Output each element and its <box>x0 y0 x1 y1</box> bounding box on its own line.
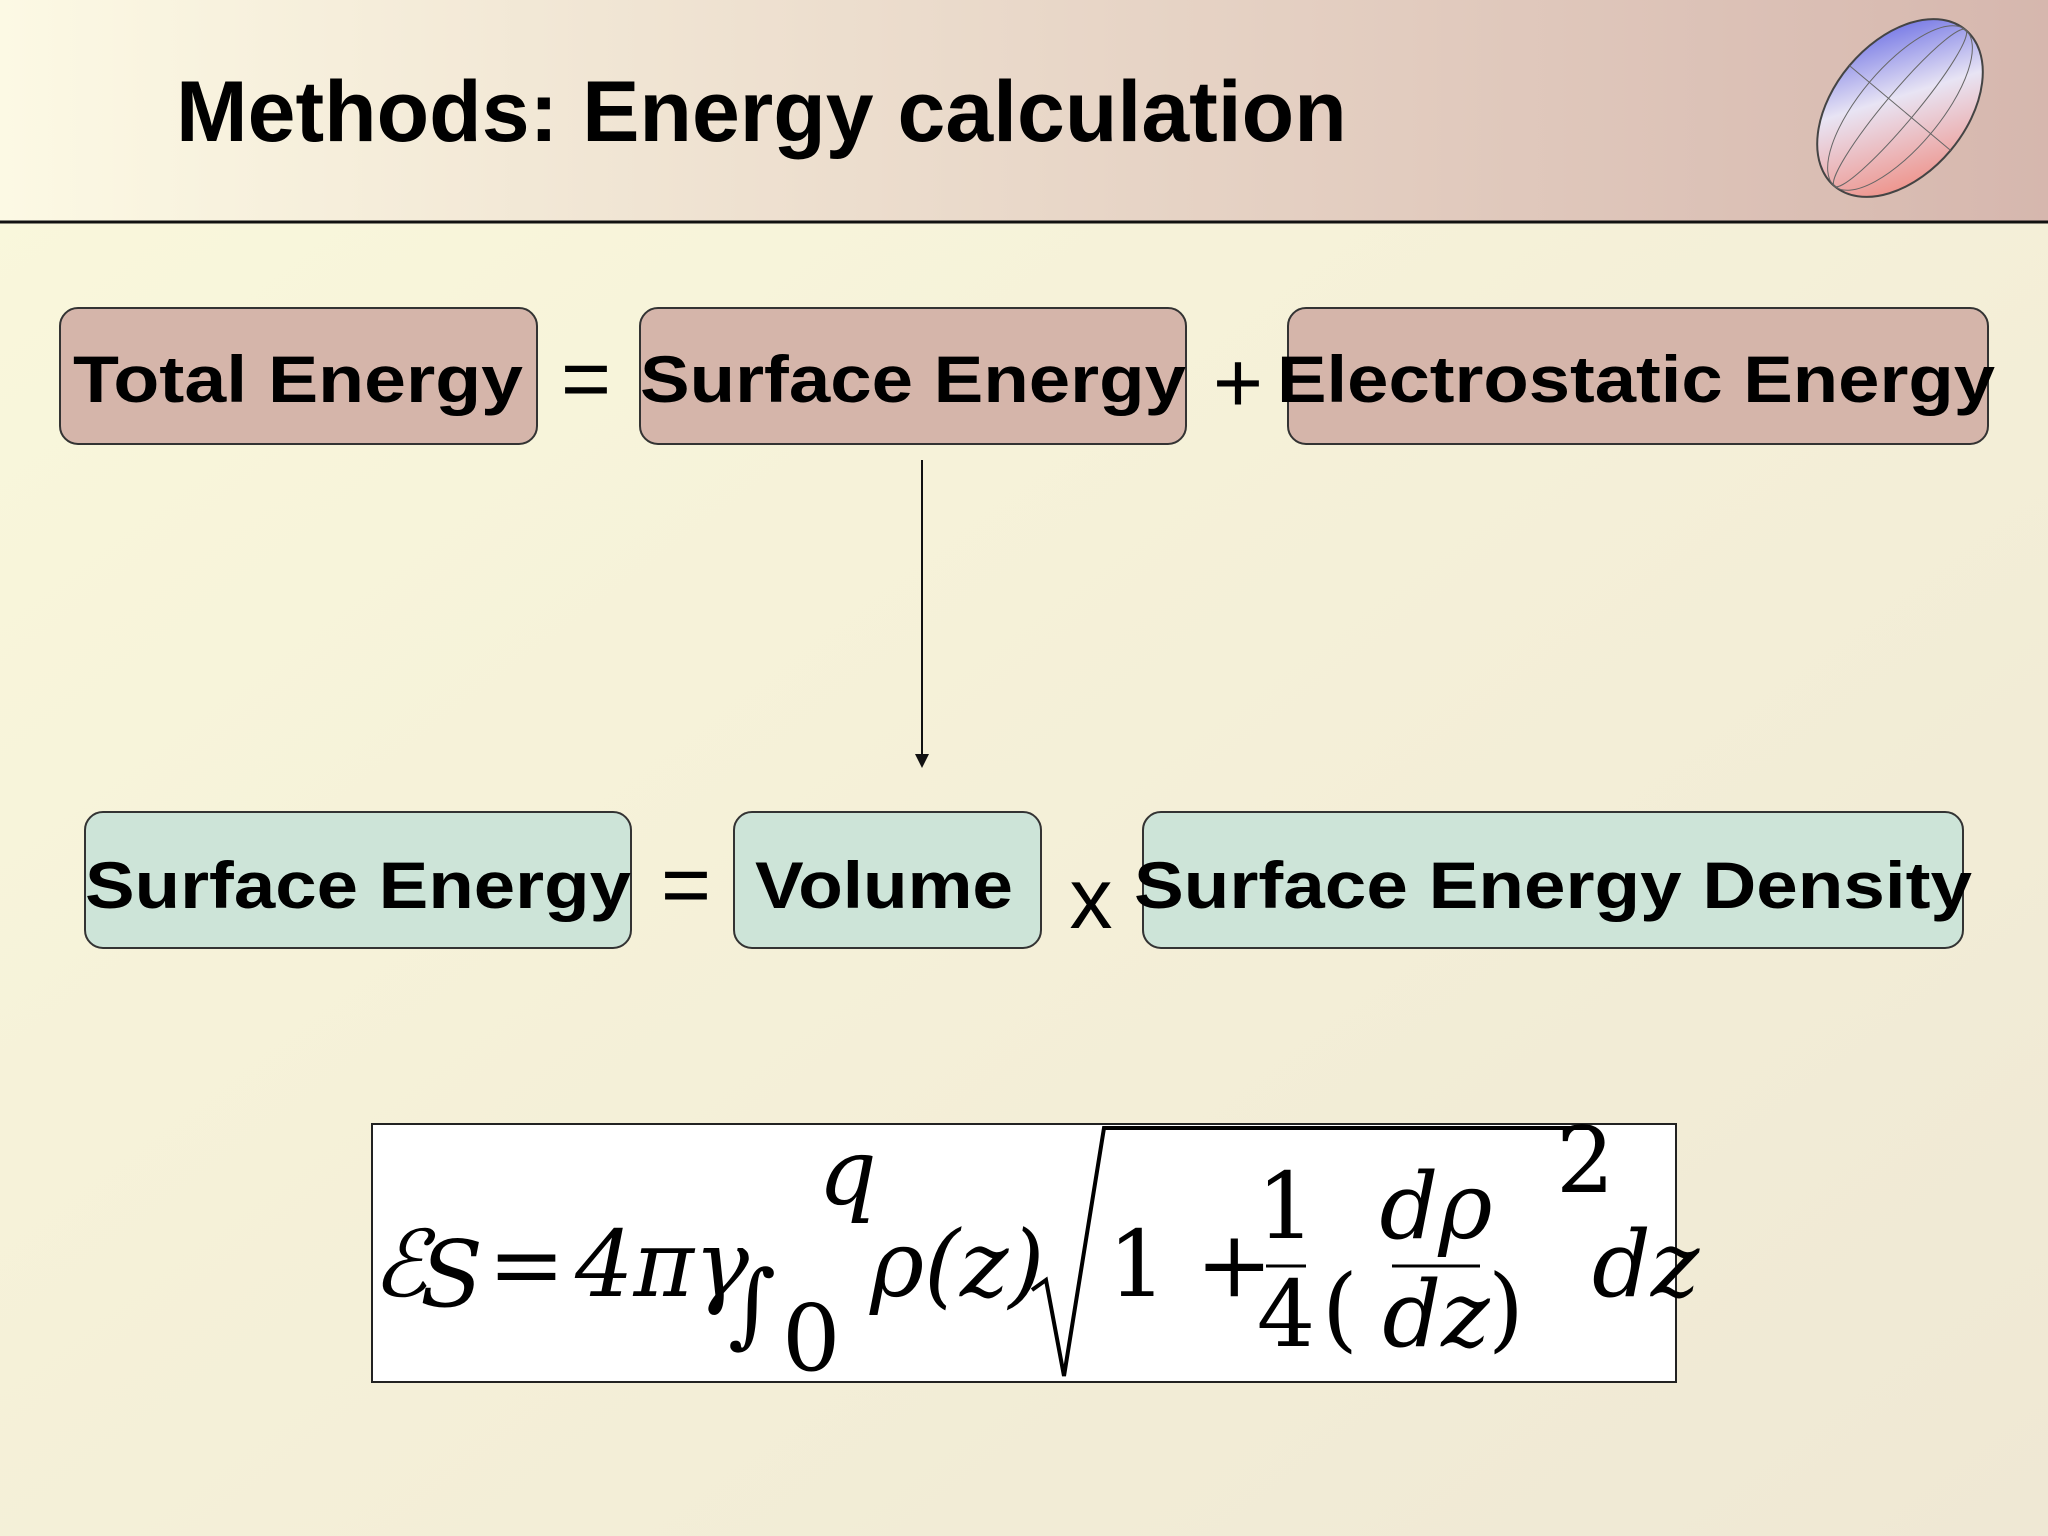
formula-box <box>371 1123 1677 1383</box>
spheroid-icon <box>1816 18 1984 198</box>
term-box <box>59 307 538 445</box>
paren: ( <box>1322 1255 1358 1362</box>
term-box <box>1287 307 1989 445</box>
term: Surface Energy <box>85 848 631 922</box>
paren: ) <box>1488 1255 1524 1362</box>
formula-symbol: ρ(z) <box>869 1211 1044 1318</box>
radical <box>1030 1126 1591 1377</box>
lower-limit: 0 <box>782 1285 841 1392</box>
operator: x <box>1070 851 1113 947</box>
numerator: dρ <box>1380 1153 1493 1260</box>
denominator: 4 <box>1257 1261 1316 1368</box>
term: Surface Energy <box>640 342 1186 416</box>
term-box <box>84 811 632 949</box>
term-box <box>1142 811 1964 949</box>
term-box <box>639 307 1187 445</box>
slide-title: Methods: Energy calculation <box>176 64 1347 160</box>
term: Total Energy <box>73 342 523 416</box>
numerator: 1 <box>1257 1153 1316 1260</box>
denominator: dz <box>1382 1261 1490 1368</box>
formula: ℰ S = 4πγ ∫ q 0 ρ(z) 1 + 1 4 ( dρ dz ) 2… <box>372 1107 1700 1392</box>
formula-symbol: 4πγ <box>574 1211 750 1318</box>
term: Electrostatic Energy <box>1277 342 1995 416</box>
operator: + <box>1213 335 1263 431</box>
term: Surface Energy Density <box>1134 848 1972 922</box>
integral: ∫ <box>728 1251 776 1358</box>
term: Volume <box>755 848 1013 922</box>
term-box <box>733 811 1042 949</box>
formula-symbol: ℰ <box>372 1211 436 1318</box>
operator: = <box>561 331 611 427</box>
exponent: 2 <box>1556 1107 1615 1214</box>
formula-symbol: 1 + <box>1108 1211 1273 1318</box>
operator: = <box>661 837 711 933</box>
upper-limit: q <box>818 1119 877 1226</box>
formula-subscript: S <box>420 1221 483 1328</box>
formula-symbol: = <box>488 1211 565 1318</box>
header-band <box>0 0 2048 222</box>
formula-symbol: dz <box>1592 1211 1700 1318</box>
arrow-head <box>915 754 929 768</box>
